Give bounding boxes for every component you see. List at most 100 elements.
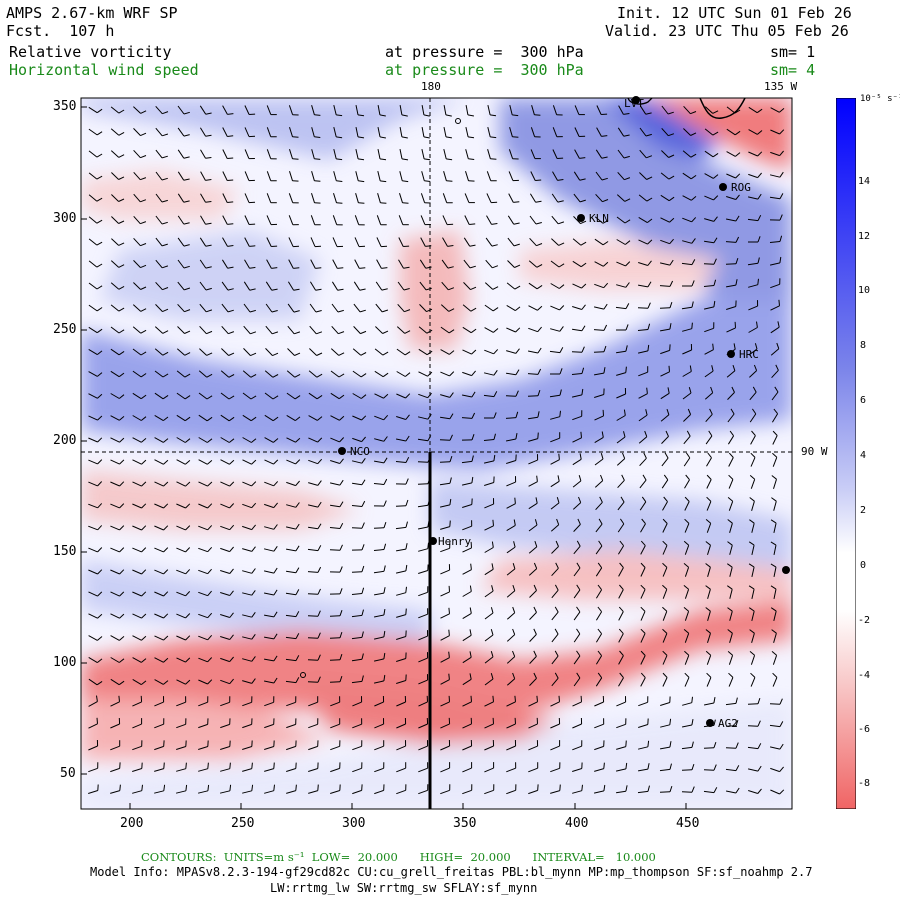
wind-barb-feather <box>185 613 191 619</box>
wind-barb <box>395 570 407 574</box>
wind-barb-feather <box>339 415 345 421</box>
wind-barb-feather <box>512 114 519 117</box>
wind-barb-feather <box>757 257 760 264</box>
wind-barb-feather <box>559 347 564 353</box>
wind-barb-feather <box>183 156 190 159</box>
wind-barb-feather <box>772 672 778 678</box>
wind-barb-feather <box>757 743 762 749</box>
wind-barb-feather <box>581 304 586 310</box>
wind-barb <box>154 745 164 751</box>
wind-barb <box>110 767 120 773</box>
wind-barb <box>638 262 648 266</box>
wind-barb <box>661 105 669 115</box>
wind-barb <box>176 348 186 356</box>
wind-barb-feather <box>729 430 735 437</box>
wind-barb <box>573 633 581 643</box>
wind-barb <box>684 545 690 555</box>
wind-barb <box>573 611 581 621</box>
wind-barb-feather <box>251 678 256 684</box>
wind-barb-feather <box>646 176 653 180</box>
wind-barb-feather <box>425 266 432 269</box>
wind-barb <box>264 370 274 378</box>
wind-barb-feather <box>184 416 191 422</box>
wind-barb <box>221 348 229 356</box>
wind-barb-feather <box>140 132 147 137</box>
wind-barb-feather <box>339 675 343 682</box>
wind-barb <box>528 459 538 465</box>
wind-barb <box>595 149 603 159</box>
wind-barb <box>572 723 582 729</box>
wind-barb-feather <box>645 112 652 115</box>
wind-barb <box>749 391 757 401</box>
wind-barb <box>176 635 186 641</box>
wind-barb <box>88 790 98 794</box>
wind-barb <box>682 150 692 158</box>
wind-barb <box>309 303 317 313</box>
wind-barb <box>639 479 647 489</box>
wind-barb-feather <box>97 613 103 619</box>
wind-barb-feather <box>735 742 739 749</box>
wind-barb <box>110 304 120 312</box>
wind-barb-feather <box>317 523 322 530</box>
wind-barb-feather <box>647 281 652 288</box>
wind-barb-feather <box>666 408 670 415</box>
wind-barb <box>289 171 293 181</box>
wind-barb <box>110 701 120 707</box>
wind-barb <box>198 569 208 575</box>
wind-barb <box>725 241 737 243</box>
wind-barb-feather <box>404 330 411 334</box>
wind-barb <box>286 481 296 487</box>
wind-barb <box>132 790 142 794</box>
wind-barb <box>773 588 777 600</box>
wind-barb <box>638 436 648 444</box>
wind-barb-feather <box>427 542 429 549</box>
wind-barb-feather <box>772 452 778 458</box>
wind-barb-feather <box>251 481 257 487</box>
wind-barb <box>396 416 406 420</box>
wind-barb-feather <box>757 236 761 243</box>
wind-barb <box>375 281 383 291</box>
wind-barb <box>464 215 470 225</box>
wind-barb-feather <box>119 481 125 487</box>
station-label-henry: Henry <box>438 535 472 548</box>
wind-barb-feather <box>339 501 344 508</box>
wind-barb <box>705 413 713 423</box>
wind-barb-feather <box>622 452 626 459</box>
wind-barb <box>551 546 559 554</box>
wind-barb <box>374 592 384 596</box>
coastline <box>699 98 746 119</box>
wind-barb-feather <box>227 309 234 313</box>
wind-barb <box>397 303 405 313</box>
x-tick-label: 300 <box>342 816 366 831</box>
wind-barb <box>88 701 98 707</box>
wind-barb <box>308 392 318 400</box>
wind-barb <box>286 723 296 729</box>
wind-barb-feather <box>662 650 668 656</box>
wind-barb <box>704 349 714 355</box>
wind-barb <box>200 149 206 159</box>
wind-barb <box>308 415 318 421</box>
wind-barb <box>396 658 406 662</box>
wind-barb <box>508 171 514 181</box>
wind-barb <box>264 592 274 596</box>
wind-barb <box>529 193 537 203</box>
wind-barb <box>551 655 559 665</box>
wind-barb-feather <box>96 350 103 355</box>
wind-barb <box>199 105 207 115</box>
wind-barb-feather <box>624 240 631 245</box>
wind-barb-feather <box>623 409 626 416</box>
wind-barb <box>440 416 450 420</box>
wind-barb-feather <box>603 324 608 331</box>
wind-barb <box>154 679 164 685</box>
wind-barb-feather <box>314 158 321 160</box>
wind-barb <box>682 240 692 244</box>
wind-barb-feather <box>493 370 498 376</box>
wind-barb <box>266 215 272 225</box>
wind-barb-feather <box>669 323 672 330</box>
wind-barb <box>242 658 252 662</box>
wind-barb-feather <box>97 437 103 443</box>
colorbar-label: 0 <box>860 560 867 571</box>
wind-barb <box>330 790 340 794</box>
wind-barb <box>220 547 230 553</box>
wind-barb <box>399 105 403 115</box>
